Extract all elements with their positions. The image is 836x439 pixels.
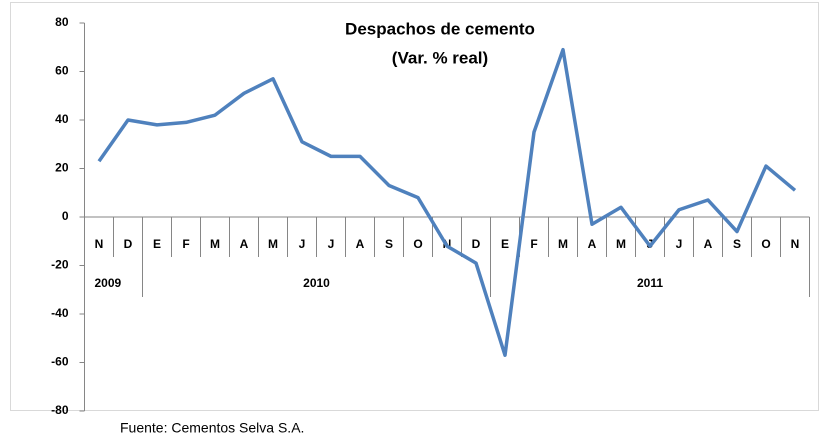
chart-title: Despachos de cemento xyxy=(345,19,535,38)
group-label: 2011 xyxy=(637,276,663,290)
x-tick-label: M xyxy=(616,237,626,251)
group-label: 2009 xyxy=(95,276,122,290)
x-tick-label: A xyxy=(356,237,365,251)
x-tick-label: E xyxy=(501,237,509,251)
x-tick-label: O xyxy=(413,237,422,251)
y-tick-label: 0 xyxy=(62,209,69,223)
x-tick-label: M xyxy=(558,237,568,251)
chart-subtitle: (Var. % real) xyxy=(392,48,488,67)
y-tick-label: -80 xyxy=(51,403,69,417)
x-tick-label: M xyxy=(268,237,278,251)
y-tick-label: -40 xyxy=(51,306,69,320)
y-tick-label: 80 xyxy=(55,15,69,29)
y-tick-label: 40 xyxy=(55,112,69,126)
x-tick-label: D xyxy=(124,237,133,251)
x-tick-label: D xyxy=(472,237,481,251)
x-tick-label: S xyxy=(733,237,741,251)
y-tick-label: 60 xyxy=(55,64,69,78)
group-label: 2010 xyxy=(303,276,330,290)
x-tick-label: E xyxy=(153,237,161,251)
chart-border xyxy=(10,2,819,411)
x-tick-label: N xyxy=(95,237,104,251)
x-tick-label: J xyxy=(676,237,683,251)
x-tick-label: M xyxy=(210,237,220,251)
x-tick-label: S xyxy=(385,237,393,251)
x-tick-label: A xyxy=(240,237,249,251)
y-tick-label: 20 xyxy=(55,161,69,175)
x-tick-label: F xyxy=(182,237,189,251)
x-tick-label: O xyxy=(761,237,770,251)
y-tick-label: -60 xyxy=(51,355,69,369)
x-tick-label: J xyxy=(299,237,306,251)
x-tick-label: F xyxy=(530,237,537,251)
x-tick-label: J xyxy=(328,237,335,251)
y-tick-label: -20 xyxy=(51,258,69,272)
x-tick-label: A xyxy=(704,237,713,251)
x-tick-label: N xyxy=(791,237,800,251)
source: Fuente: Cementos Selva S.A. xyxy=(120,420,304,436)
data-line xyxy=(97,47,797,357)
x-tick-label: A xyxy=(588,237,597,251)
